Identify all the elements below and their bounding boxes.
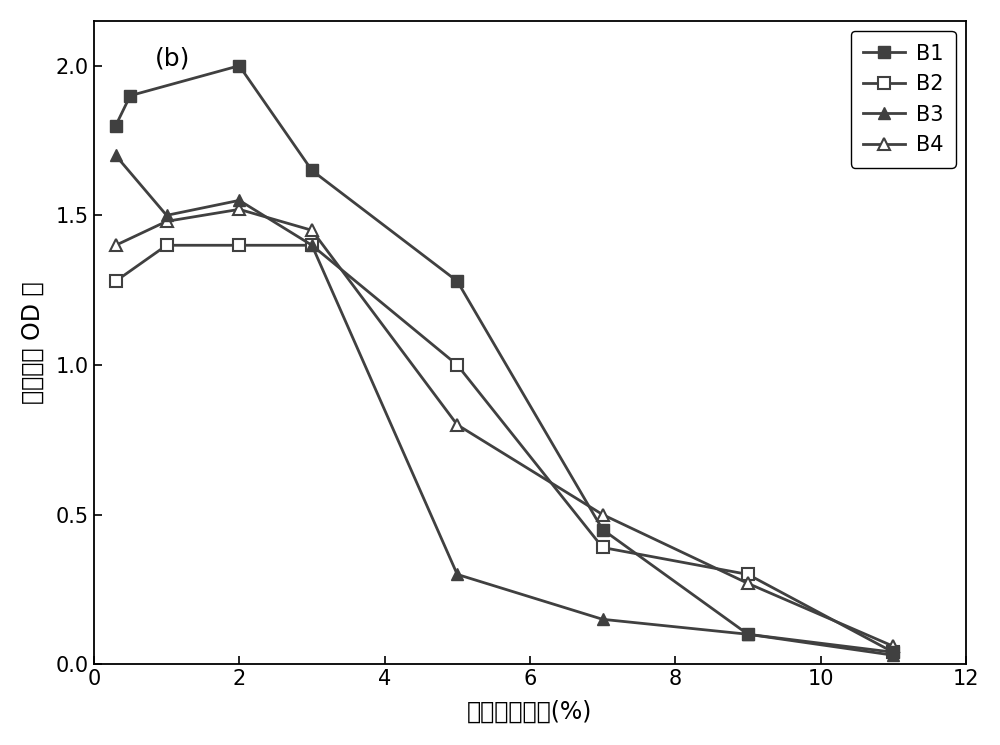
B3 (451, 570, 463, 579)
Legend: B1, B2, B3, B4: B1, B2, B3, B4 (851, 31, 956, 168)
Text: (b): (b) (155, 47, 190, 71)
B3 (110, 151, 122, 160)
B4 (161, 217, 173, 226)
Line: B1: B1 (109, 60, 900, 659)
Line: B3: B3 (109, 149, 900, 662)
B1 (110, 121, 122, 130)
B3 (306, 241, 318, 250)
B1 (597, 525, 609, 534)
X-axis label: 培养基的盐度(%): 培养基的盐度(%) (467, 700, 593, 724)
B2 (110, 276, 122, 285)
B4 (233, 205, 245, 214)
Line: B4: B4 (109, 203, 900, 653)
B3 (161, 211, 173, 220)
B1 (124, 91, 136, 100)
B3 (597, 615, 609, 624)
Line: B2: B2 (109, 239, 900, 659)
B4 (597, 510, 609, 519)
B2 (451, 361, 463, 370)
B2 (887, 647, 899, 656)
B1 (887, 647, 899, 656)
B2 (306, 241, 318, 250)
B4 (110, 241, 122, 250)
B3 (887, 650, 899, 659)
B1 (742, 630, 754, 638)
B4 (887, 641, 899, 650)
B3 (742, 630, 754, 638)
B1 (233, 61, 245, 70)
B4 (451, 420, 463, 429)
B3 (233, 196, 245, 205)
Y-axis label: 培养基的 OD 値: 培养基的 OD 値 (21, 281, 45, 404)
B4 (306, 226, 318, 235)
B2 (161, 241, 173, 250)
B4 (742, 579, 754, 588)
B2 (597, 543, 609, 552)
B2 (233, 241, 245, 250)
B1 (451, 276, 463, 285)
B2 (742, 570, 754, 579)
B1 (306, 166, 318, 175)
